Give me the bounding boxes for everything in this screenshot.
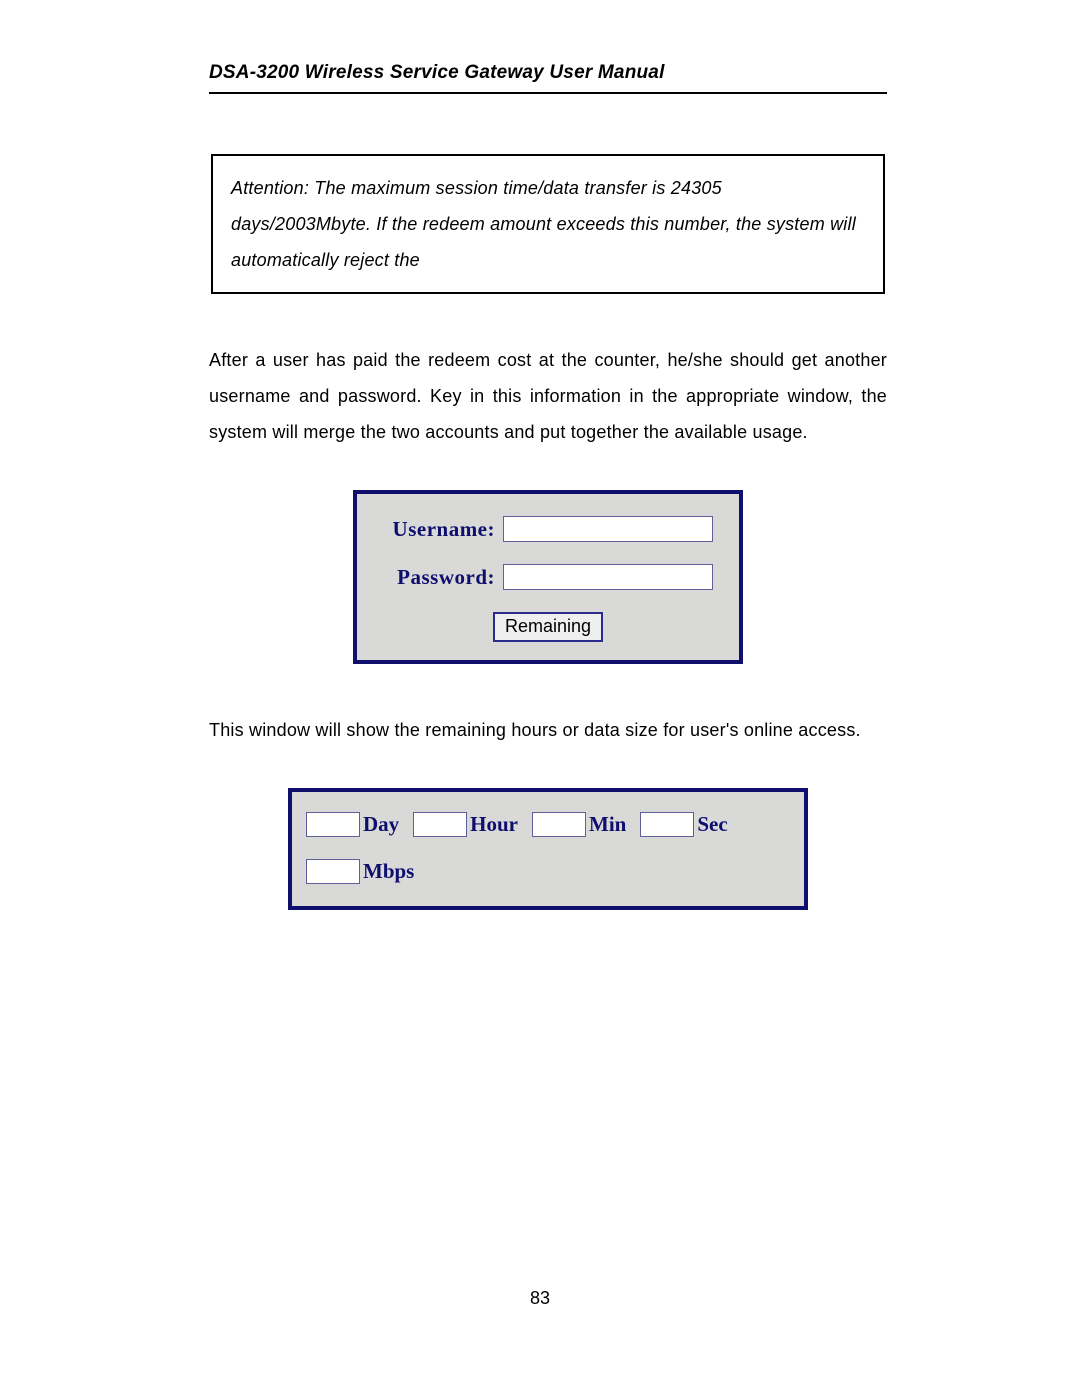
time-row-2: Mbps	[306, 859, 786, 884]
paragraph-2: This window will show the remaining hour…	[209, 712, 887, 748]
username-label: Username:	[375, 517, 503, 542]
manual-page: DSA-3200 Wireless Service Gateway User M…	[0, 0, 1080, 1397]
attention-text: Attention: The maximum session time/data…	[231, 178, 856, 270]
day-label: Day	[363, 812, 399, 837]
min-input[interactable]	[532, 812, 586, 837]
hour-input[interactable]	[413, 812, 467, 837]
password-input[interactable]	[503, 564, 713, 590]
min-label: Min	[589, 812, 626, 837]
password-label: Password:	[375, 565, 503, 590]
username-row: Username:	[375, 516, 721, 542]
username-input[interactable]	[503, 516, 713, 542]
paragraph-1: After a user has paid the redeem cost at…	[209, 342, 887, 450]
attention-box: Attention: The maximum session time/data…	[211, 154, 885, 294]
hour-label: Hour	[470, 812, 518, 837]
day-input[interactable]	[306, 812, 360, 837]
password-row: Password:	[375, 564, 721, 590]
mbps-label: Mbps	[363, 859, 414, 884]
page-number: 83	[0, 1288, 1080, 1309]
sec-input[interactable]	[640, 812, 694, 837]
login-panel: Username: Password: Remaining	[353, 490, 743, 664]
page-header: DSA-3200 Wireless Service Gateway User M…	[209, 62, 887, 94]
header-title: DSA-3200 Wireless Service Gateway User M…	[209, 62, 665, 83]
sec-label: Sec	[697, 812, 727, 837]
time-row-1: Day Hour Min Sec	[306, 812, 786, 837]
remaining-button[interactable]: Remaining	[493, 612, 603, 642]
mbps-input[interactable]	[306, 859, 360, 884]
remaining-row: Remaining	[375, 612, 721, 642]
time-panel: Day Hour Min Sec Mbps	[288, 788, 808, 910]
